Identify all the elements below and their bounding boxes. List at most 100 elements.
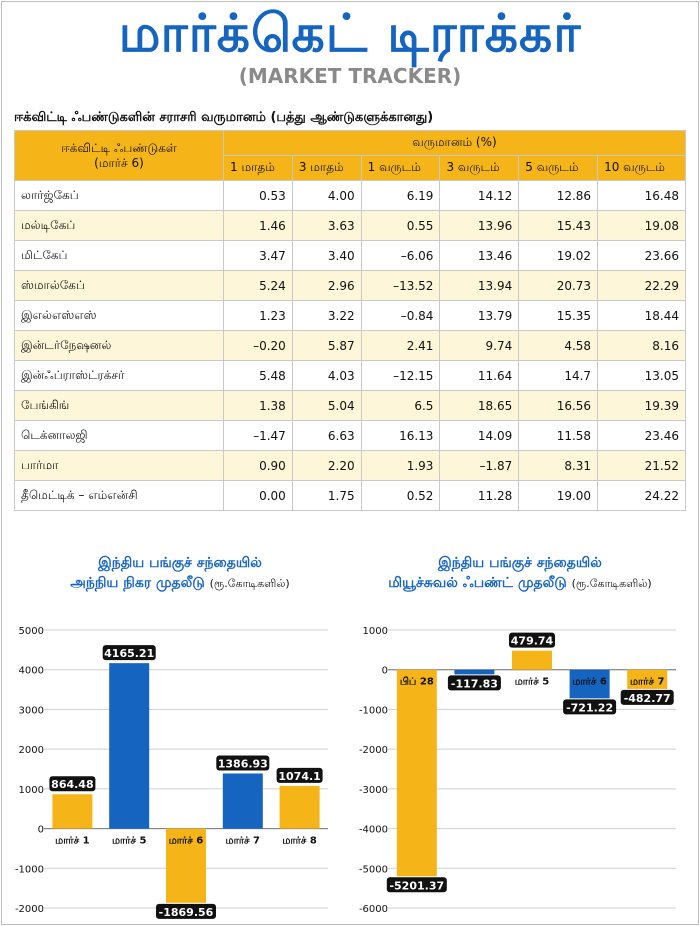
- table-row: பேங்கிங் 1.38 5.04 6.5 18.65 16.56 19.39: [14, 390, 686, 421]
- return-value-cell: –6.06: [360, 240, 441, 271]
- return-value-cell: 14.7: [518, 360, 599, 391]
- return-value-cell: 12.86: [518, 180, 599, 211]
- mf-y-tick-label: 1000: [363, 626, 388, 637]
- mf-y-tick-label: -5000: [359, 864, 388, 875]
- fii-data-label-bg: [156, 903, 216, 919]
- returns-header: வருமானம் (%): [223, 130, 686, 156]
- return-value-cell: 19.00: [518, 480, 599, 511]
- table-caption: ஈக்விட்டி ஃபண்டுகளின் சராசரி வருமானம் (ப…: [14, 110, 434, 125]
- mf-bar: [569, 669, 610, 699]
- return-value-cell: 13.94: [439, 270, 520, 301]
- period-header-0: 1 மாதம்: [223, 155, 293, 181]
- table-row: பார்மா 0.90 2.20 1.93 –1.87 8.31 21.52: [14, 450, 686, 481]
- page-title: மார்க்கெட் டிராக்கர்: [118, 4, 582, 64]
- mf-bar: [454, 669, 495, 675]
- fii-y-tick-label: 1000: [19, 785, 44, 796]
- return-value-cell: 0.52: [360, 480, 441, 511]
- fii-chart-title-unit: (ரூ.கோடிகளில்): [209, 577, 290, 590]
- mf-category-label: மார்ச் 5: [515, 677, 550, 688]
- table-header-row: ஈக்விட்டி ஃபண்டுகள் (மார்ச் 6) வருமானம் …: [14, 130, 686, 181]
- fii-data-label-bg: [49, 776, 96, 792]
- fii-data-label-text: 1386.93: [218, 757, 268, 770]
- fii-data-label-text: 4165.21: [104, 647, 154, 660]
- period-header-1: 3 மாதம்: [291, 155, 362, 181]
- fund-name-header-line1: ஈக்விட்டி ஃபண்டுகள்: [61, 140, 177, 155]
- return-value-cell: 2.41: [360, 330, 441, 361]
- mf-data-label-bg: [509, 632, 555, 648]
- table-row: இஎல்எஸ்எஸ் 1.23 3.22 –0.84 13.79 15.35 18.44: [14, 300, 686, 331]
- return-value-cell: 22.29: [597, 270, 686, 301]
- return-value-cell: 8.31: [518, 450, 599, 481]
- mf-category-label: மார்ச் 7: [630, 677, 665, 688]
- mf-y-tick-label: -2000: [359, 745, 388, 756]
- return-value-cell: 2.96: [291, 270, 362, 301]
- return-value-cell: 14.09: [439, 420, 520, 451]
- fii-bar: [52, 794, 93, 829]
- mf-chart-title-line2: மியூச்சுவல் ஃபண்ட் முதலீடு: [388, 575, 567, 591]
- fund-category-cell: பார்மா: [14, 450, 224, 481]
- return-value-cell: 19.02: [518, 240, 599, 271]
- fii-category-label: மார்ச் 8: [282, 836, 317, 847]
- table-row: மிட்கேப் 3.47 3.40 –6.06 13.46 19.02 23.66: [14, 240, 686, 271]
- fii-bar: [109, 663, 150, 829]
- period-header-4: 5 வருடம்: [518, 155, 599, 181]
- return-value-cell: 4.03: [291, 360, 362, 391]
- return-value-cell: 21.52: [597, 450, 686, 481]
- fund-category-cell: இஎல்எஸ்எஸ்: [14, 300, 224, 331]
- fii-bar-chart: -2000 -1000 0 1000 2000 3000 4000 5000 மார்ச் 1 8…: [15, 626, 328, 919]
- return-value-cell: 3.47: [223, 240, 293, 271]
- fund-category-cell: லார்ஜ்கேப்: [14, 180, 224, 211]
- return-value-cell: 5.24: [223, 270, 293, 301]
- return-value-cell: 20.73: [518, 270, 599, 301]
- mf-y-tick-label: -4000: [359, 825, 388, 836]
- return-value-cell: 1.23: [223, 300, 293, 331]
- return-value-cell: 13.96: [439, 210, 520, 241]
- mf-y-tick-label: -6000: [359, 904, 388, 915]
- fii-data-label: 1386.93: [216, 755, 270, 771]
- fii-y-tick-label: 0: [38, 825, 44, 836]
- table-row: ஸ்மால்கேப் 5.24 2.96 –13.52 13.94 20.73 22.29: [14, 270, 686, 301]
- fii-data-label-text: 864.48: [51, 778, 93, 791]
- return-value-cell: 8.16: [597, 330, 686, 361]
- return-value-cell: 2.20: [291, 450, 362, 481]
- return-value-cell: 16.13: [360, 420, 441, 451]
- period-header-5: 10 வருடம்: [597, 155, 686, 181]
- mf-y-tick-label: -3000: [359, 785, 388, 796]
- return-value-cell: 1.75: [291, 480, 362, 511]
- return-value-cell: 13.79: [439, 300, 520, 331]
- return-value-cell: 3.63: [291, 210, 362, 241]
- return-value-cell: 9.74: [439, 330, 520, 361]
- fund-category-cell: மிட்கேப்: [14, 240, 224, 271]
- return-value-cell: 5.04: [291, 390, 362, 421]
- fund-category-cell: டெக்னாலஜி: [14, 420, 224, 451]
- return-value-cell: 6.19: [360, 180, 441, 211]
- fii-data-label: 1074.1: [276, 767, 323, 783]
- mf-bar: [627, 669, 668, 689]
- table-row: இன்ஃப்ராஸ்ட்ரக்சர் 5.48 4.03 –12.15 11.64 14.…: [14, 360, 686, 391]
- mf-bar: [512, 650, 552, 670]
- return-value-cell: 0.00: [223, 480, 293, 511]
- mf-data-label: -117.83: [447, 675, 501, 691]
- return-value-cell: 19.08: [597, 210, 686, 241]
- fii-y-tick-label: -2000: [15, 904, 44, 915]
- return-value-cell: 0.53: [223, 180, 293, 211]
- fii-bar: [279, 785, 320, 829]
- return-value-cell: –1.87: [439, 450, 520, 481]
- fii-data-label-bg: [216, 755, 270, 771]
- mf-data-label-bg: [563, 699, 617, 715]
- return-value-cell: 16.56: [518, 390, 599, 421]
- fii-data-label: 864.48: [49, 776, 96, 792]
- mf-data-label-text: 479.74: [511, 635, 554, 648]
- table-row: டெக்னாலஜி –1.47 6.63 16.13 14.09 11.58 23.46: [14, 420, 686, 451]
- return-value-cell: 18.44: [597, 300, 686, 331]
- fii-y-tick-label: 5000: [19, 626, 44, 637]
- mf-data-label-bg: [386, 877, 447, 893]
- return-value-cell: 18.65: [439, 390, 520, 421]
- fii-y-tick-label: 3000: [19, 705, 44, 716]
- return-value-cell: 11.64: [439, 360, 520, 391]
- fii-chart-title: இந்திய பங்குச் சந்தையில் அந்நிய நிகர முத…: [20, 553, 340, 594]
- fund-name-header-line2: (மார்ச் 6): [94, 155, 144, 170]
- fii-data-label-bg: [276, 767, 323, 783]
- mf-y-tick-label: -1000: [359, 705, 388, 716]
- mf-data-label-text: -5201.37: [389, 879, 444, 892]
